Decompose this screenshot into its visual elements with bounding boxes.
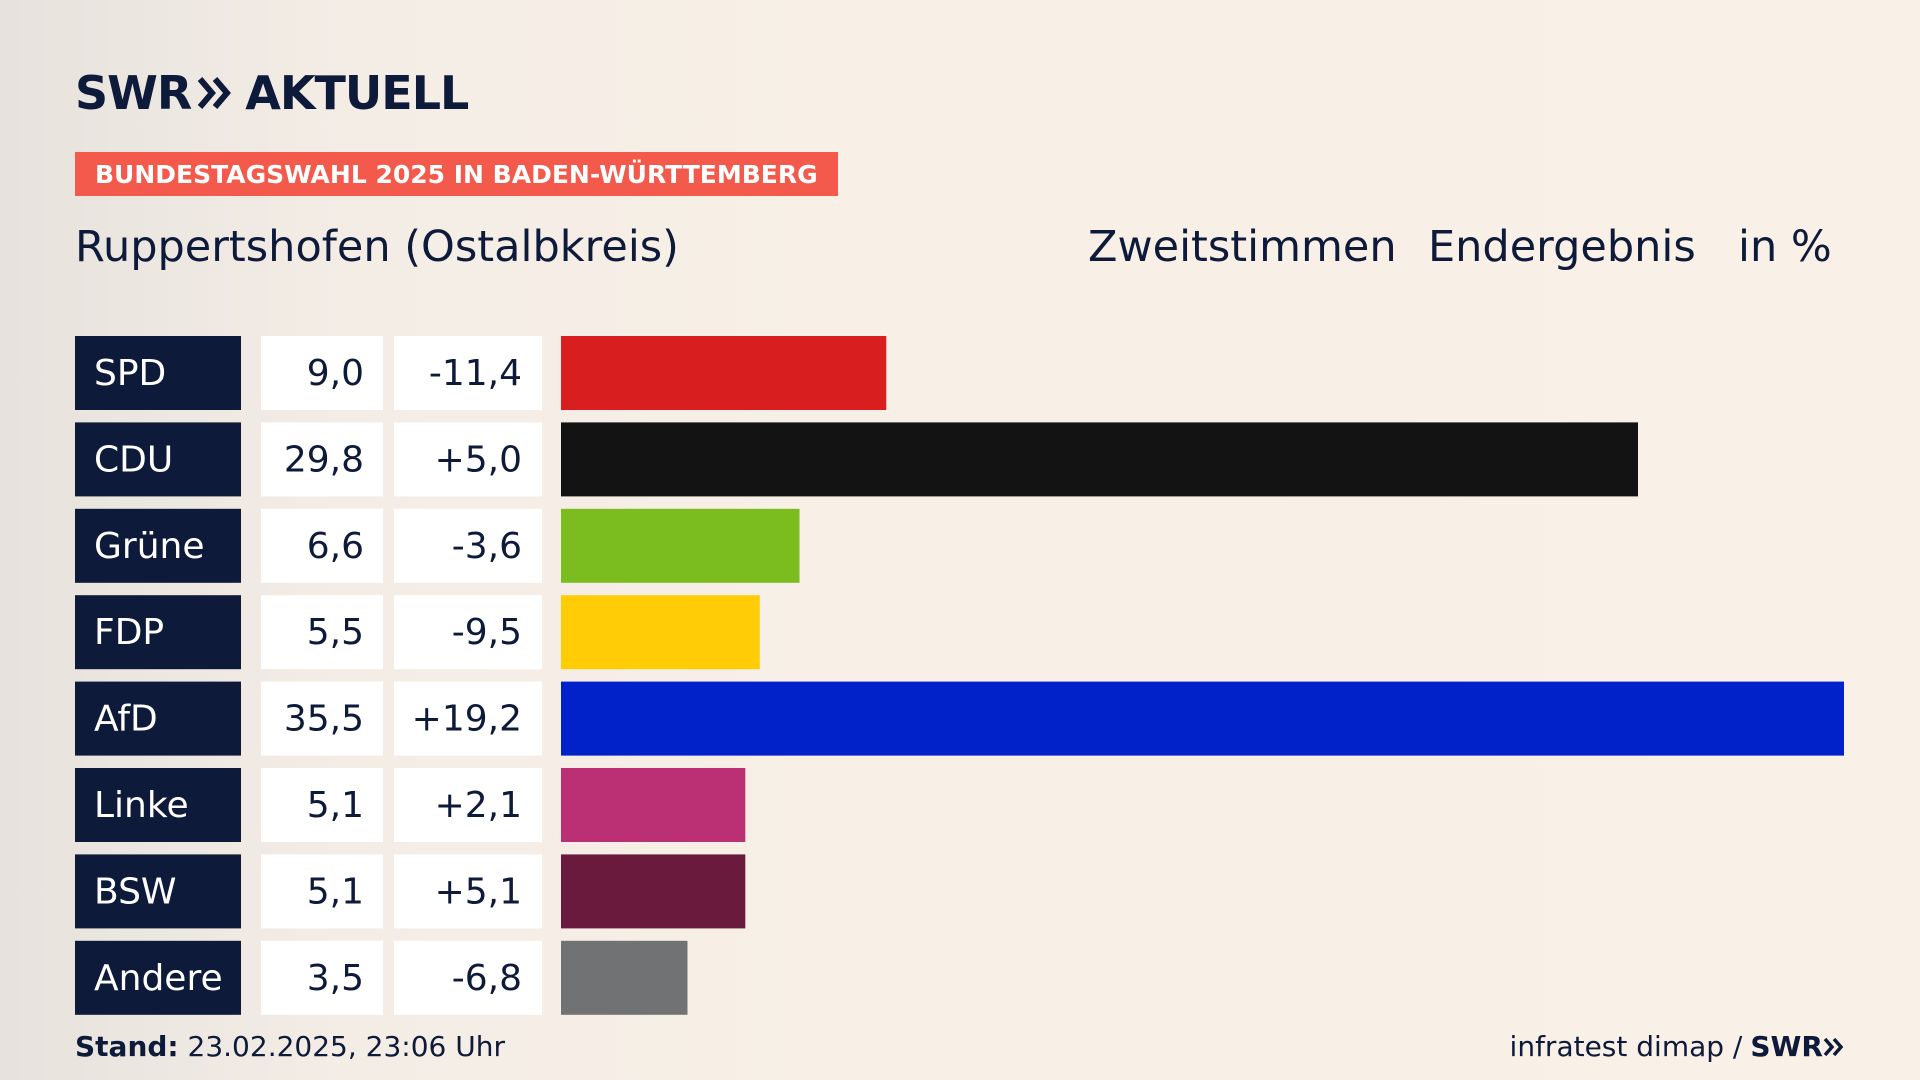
party-label-linke: Linke	[94, 785, 189, 826]
election-tag: BUNDESTAGSWAHL 2025 IN BADEN-WÜRTTEMBERG	[75, 152, 838, 196]
value-box-gr-ne	[261, 508, 383, 583]
value-box-spd	[261, 336, 383, 410]
logo-aktuell-text: AKTUELL	[245, 66, 469, 120]
bar-afd	[561, 681, 1844, 756]
stand-label: Stand:	[75, 1030, 179, 1063]
swr-aktuell-logo: SWR AKTUELL	[75, 66, 469, 120]
value-box-linke	[261, 768, 383, 842]
party-label-box-linke	[75, 768, 241, 842]
double-chevron-icon	[197, 76, 233, 110]
change-box-afd	[394, 681, 542, 756]
change-label-afd: +19,2	[412, 699, 522, 740]
value-label-afd: 35,5	[284, 699, 364, 740]
change-label-fdp: -9,5	[452, 612, 522, 653]
change-box-gr-ne	[394, 508, 542, 583]
value-label-fdp: 5,5	[307, 612, 364, 653]
swr-mini-logo: SWR	[1750, 1030, 1845, 1063]
value-box-fdp	[261, 595, 383, 670]
value-label-spd: 9,0	[307, 353, 364, 394]
stand-value: 23.02.2025, 23:06 Uhr	[187, 1030, 505, 1063]
value-box-andere	[261, 940, 383, 1015]
value-label-cdu: 29,8	[284, 439, 364, 480]
value-box-afd	[261, 681, 383, 756]
change-label-andere: -6,8	[452, 958, 522, 999]
party-label-box-afd	[75, 681, 241, 756]
bar-fdp	[561, 595, 760, 670]
source-text: infratest dimap /	[1509, 1030, 1743, 1063]
party-label-box-spd	[75, 336, 241, 410]
change-label-linke: +2,1	[435, 785, 522, 826]
bar-gr-ne	[561, 508, 800, 583]
party-label-cdu: CDU	[94, 439, 173, 480]
party-label-spd: SPD	[94, 353, 166, 394]
value-box-cdu	[261, 422, 383, 497]
bar-bsw	[561, 854, 746, 929]
change-label-bsw: +5,1	[435, 871, 522, 912]
change-label-gr-ne: -3,6	[452, 526, 522, 567]
value-label-gr-ne: 6,6	[307, 526, 364, 567]
bar-linke	[561, 768, 746, 842]
change-box-cdu	[394, 422, 542, 497]
change-box-andere	[394, 940, 542, 1015]
bar-andere	[561, 940, 688, 1015]
bar-spd	[561, 336, 887, 410]
party-label-fdp: FDP	[94, 612, 164, 653]
result-type-label: Endergebnis	[1428, 222, 1696, 272]
bar-cdu	[561, 422, 1638, 497]
unit-label: in %	[1738, 222, 1832, 272]
place-title: Ruppertshofen (Ostalbkreis)	[75, 222, 679, 272]
party-label-box-andere	[75, 940, 241, 1015]
change-box-bsw	[394, 854, 542, 929]
party-label-bsw: BSW	[94, 871, 177, 912]
logo-swr-text: SWR	[75, 66, 192, 120]
swr-mini-text: SWR	[1750, 1030, 1823, 1063]
party-label-box-cdu	[75, 422, 241, 497]
mini-chevron-icon	[1823, 1037, 1844, 1056]
source-credit: infratest dimap / SWR	[1510, 1030, 1845, 1063]
value-label-andere: 3,5	[307, 958, 364, 999]
party-label-afd: AfD	[94, 699, 158, 740]
change-box-spd	[394, 336, 542, 410]
value-label-bsw: 5,1	[307, 871, 364, 912]
party-label-box-fdp	[75, 595, 241, 670]
party-label-box-bsw	[75, 854, 241, 929]
party-label-gr-ne: Grüne	[94, 526, 204, 567]
value-box-bsw	[261, 854, 383, 929]
change-box-linke	[394, 768, 542, 842]
timestamp: Stand: 23.02.2025, 23:06 Uhr	[75, 1030, 505, 1063]
party-label-andere: Andere	[94, 958, 223, 999]
value-label-linke: 5,1	[307, 785, 364, 826]
party-label-box-gr-ne	[75, 508, 241, 583]
vote-type-label: Zweitstimmen	[1088, 222, 1397, 272]
change-label-cdu: +5,0	[435, 439, 522, 480]
change-box-fdp	[394, 595, 542, 670]
change-label-spd: -11,4	[429, 353, 522, 394]
